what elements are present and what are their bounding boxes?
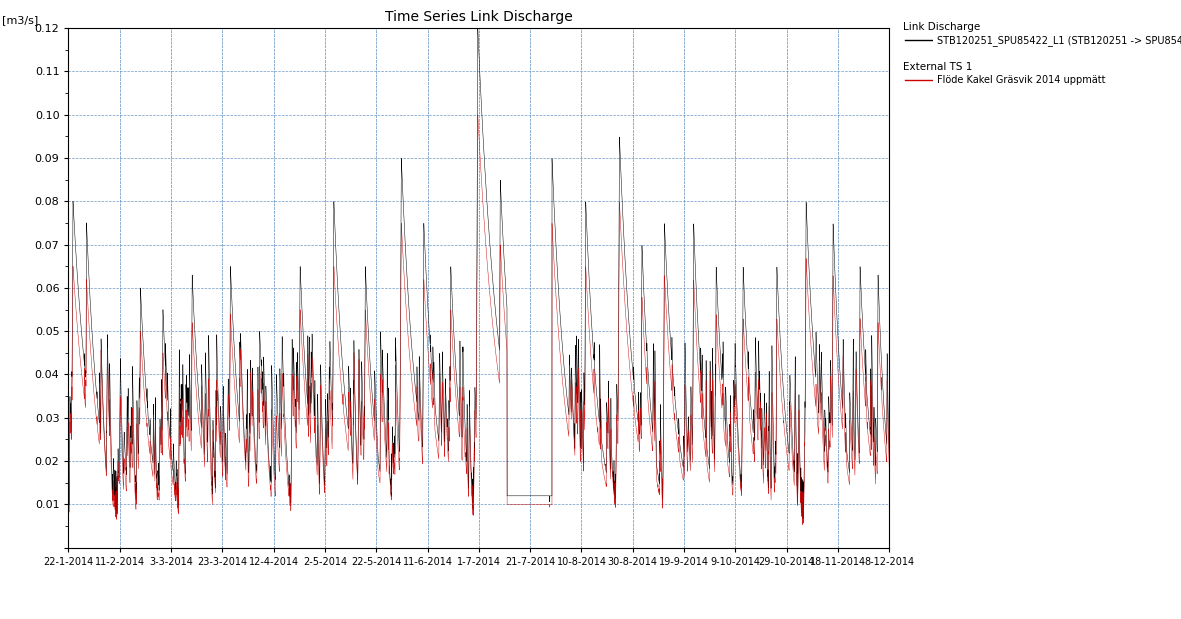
Text: Flöde Kakel Gräsvik 2014 uppmätt: Flöde Kakel Gräsvik 2014 uppmätt: [937, 76, 1105, 85]
Text: External TS 1: External TS 1: [903, 62, 973, 72]
Text: Link Discharge: Link Discharge: [903, 22, 980, 32]
Text: STB120251_SPU85422_L1 (STB120251 -> SPU85422)  5.00: STB120251_SPU85422_L1 (STB120251 -> SPU8…: [937, 35, 1181, 46]
Title: Time Series Link Discharge: Time Series Link Discharge: [385, 10, 573, 24]
Text: [m3/s]: [m3/s]: [2, 15, 39, 25]
